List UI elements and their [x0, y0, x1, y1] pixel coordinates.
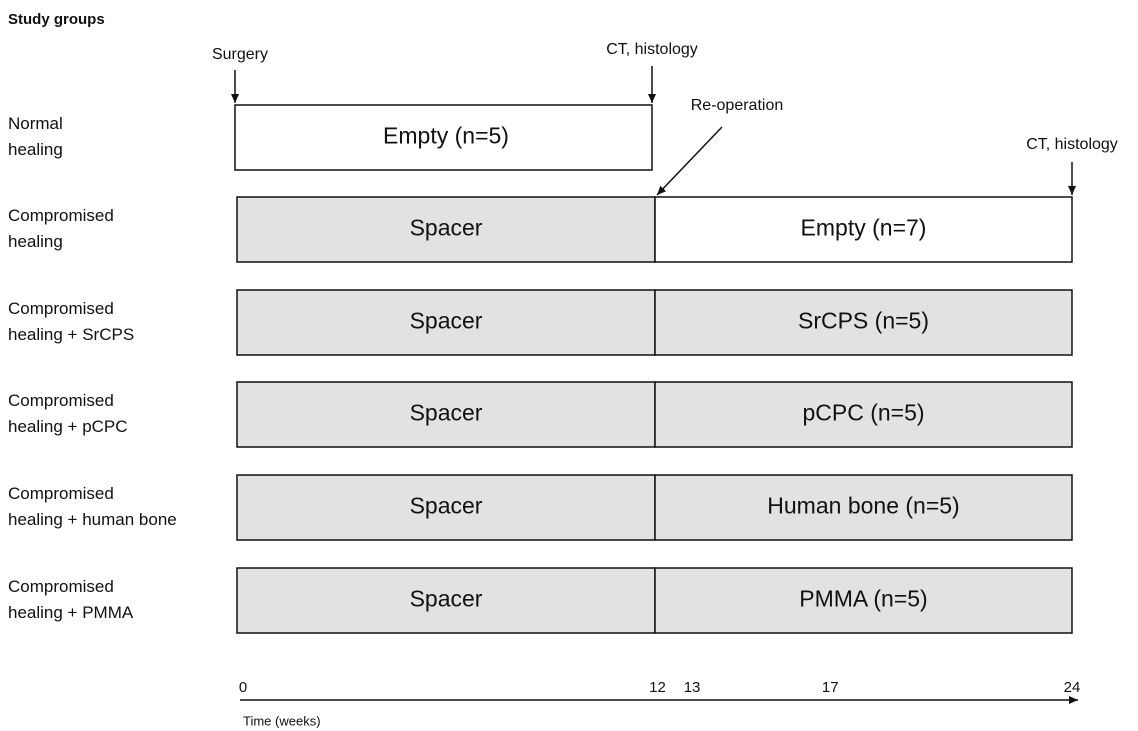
phase-text: Spacer — [410, 215, 483, 241]
group-label: Compromised — [8, 484, 114, 503]
phase-text: pCPC (n=5) — [802, 400, 924, 426]
phase-text: Empty (n=5) — [383, 123, 509, 149]
annotation: Surgery — [212, 46, 268, 63]
phase-box — [234, 104, 653, 171]
phase-text: Human bone (n=5) — [767, 493, 959, 519]
tick-label: 0 — [239, 679, 247, 696]
phase-box — [236, 196, 656, 263]
annotation: CT, histology — [1026, 136, 1118, 153]
phase-text: PMMA (n=5) — [799, 586, 927, 612]
phase-text: Spacer — [410, 308, 483, 334]
group-label: healing — [8, 232, 63, 251]
phase-text: Spacer — [410, 400, 483, 426]
group-label: Compromised — [8, 206, 114, 225]
tick-label: 13 — [684, 679, 701, 696]
phase-text: Empty (n=7) — [801, 215, 927, 241]
group-label: healing + SrCPS — [8, 325, 134, 344]
group-label: Compromised — [8, 391, 114, 410]
phase-box — [236, 289, 656, 356]
phase-box — [654, 381, 1073, 448]
annotation: Re-operation — [691, 97, 784, 114]
arrow — [656, 126, 723, 196]
tick-label: 17 — [822, 679, 839, 696]
phase-box — [654, 196, 1073, 263]
phase-text: Spacer — [410, 586, 483, 612]
phase-box — [654, 474, 1073, 541]
group-label: healing + human bone — [8, 510, 177, 529]
tick-label: 24 — [1064, 679, 1081, 696]
group-label: Compromised — [8, 299, 114, 318]
axis-label: Time (weeks) — [243, 713, 321, 728]
phase-text: SrCPS (n=5) — [798, 308, 929, 334]
phase-box — [654, 289, 1073, 356]
title: Study groups — [8, 11, 105, 28]
tick-label: 12 — [649, 679, 666, 696]
group-label: Compromised — [8, 577, 114, 596]
phase-text: Spacer — [410, 493, 483, 519]
phase-box — [236, 381, 656, 448]
group-label: healing + PMMA — [8, 603, 134, 622]
group-label: Normal — [8, 114, 63, 133]
annotation: CT, histology — [606, 41, 698, 58]
group-label: healing — [8, 140, 63, 159]
group-label: healing + pCPC — [8, 417, 128, 436]
phase-box — [236, 567, 656, 634]
phase-box — [654, 567, 1073, 634]
